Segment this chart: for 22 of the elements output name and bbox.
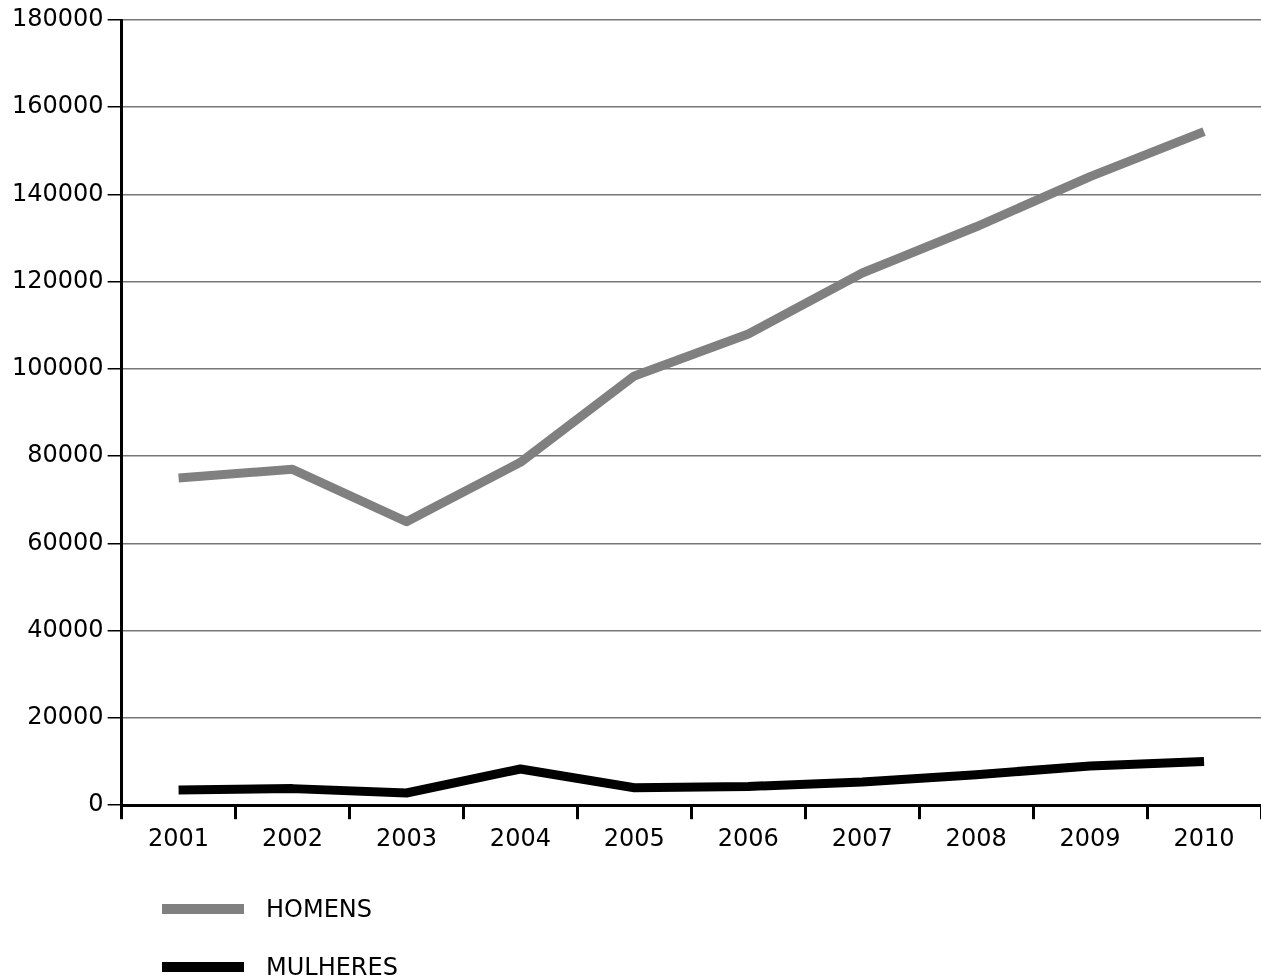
y-tick-label: 0 (88, 789, 104, 818)
y-tick-label: 180000 (11, 4, 104, 33)
x-tick-label: 2009 (1059, 823, 1121, 852)
y-tick-label: 60000 (27, 527, 104, 556)
x-tick-label: 2004 (489, 823, 551, 852)
x-tick-label: 2006 (717, 823, 779, 852)
legend-label: MULHERES (266, 953, 398, 977)
x-tick-label: 2007 (831, 823, 893, 852)
y-tick-label: 120000 (11, 265, 104, 294)
legend-label: HOMENS (266, 895, 372, 923)
y-tick-label: 20000 (27, 702, 104, 731)
x-tick-label: 2010 (1173, 823, 1235, 852)
x-tick-label: 2008 (945, 823, 1007, 852)
y-tick-label: 80000 (27, 440, 104, 469)
x-tick-label: 2005 (603, 823, 665, 852)
y-tick-label: 160000 (11, 91, 104, 120)
x-tick-label: 2001 (148, 823, 210, 852)
y-tick-label: 40000 (27, 614, 104, 643)
x-tick-label: 2003 (375, 823, 437, 852)
y-tick-label: 140000 (11, 178, 104, 207)
x-tick-label: 2002 (261, 823, 324, 852)
y-tick-label: 100000 (11, 353, 104, 382)
